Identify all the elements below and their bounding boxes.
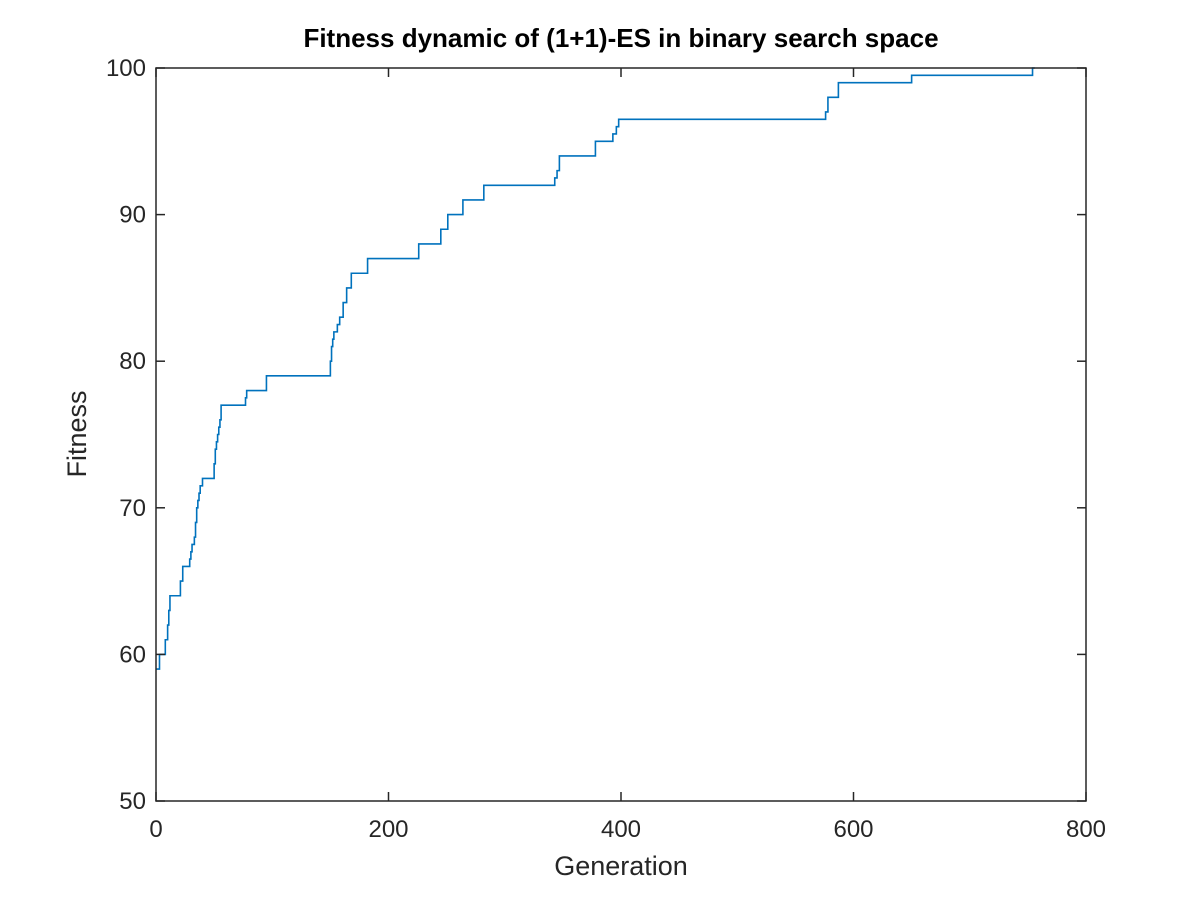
chart-title: Fitness dynamic of (1+1)-ES in binary se…	[303, 23, 938, 53]
y-tick-label: 100	[106, 55, 146, 82]
y-tick-label: 80	[119, 348, 146, 375]
x-tick-label: 400	[601, 816, 641, 843]
axes-box	[155, 67, 1087, 802]
x-axis-label: Generation	[554, 851, 688, 881]
y-tick-label: 70	[119, 495, 146, 522]
y-tick-label: 90	[119, 202, 146, 229]
data-marks	[156, 67, 1035, 670]
x-tick-label: 200	[368, 816, 408, 843]
series-line-0	[156, 67, 1035, 670]
x-axis-ticks: 0 200 400 600 800	[149, 68, 1106, 843]
y-tick-label: 60	[119, 641, 146, 668]
y-axis-label: Fitness	[62, 390, 92, 477]
y-axis-ticks: 50 60 70 80 90 100	[106, 55, 1086, 815]
x-tick-label: 600	[833, 816, 873, 843]
x-tick-label: 800	[1066, 816, 1106, 843]
plot-area	[156, 68, 1086, 801]
y-tick-label: 50	[119, 788, 146, 815]
x-tick-label: 0	[149, 816, 162, 843]
